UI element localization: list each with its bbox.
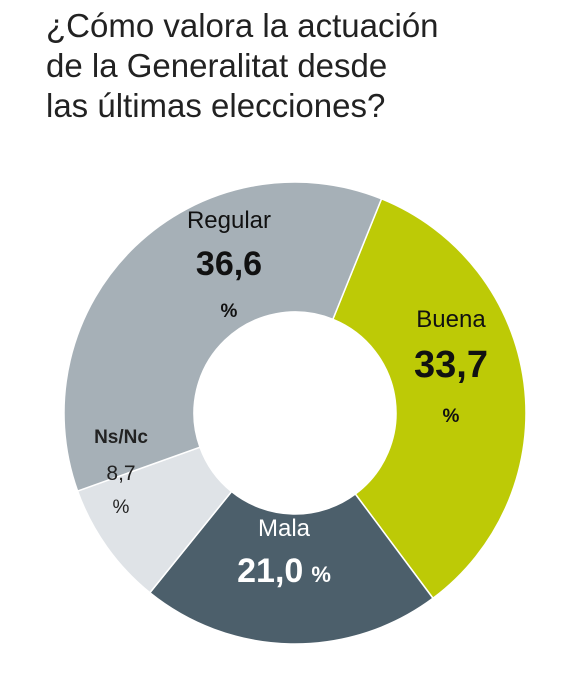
donut-slice-buena — [331, 197, 527, 600]
slice-label-buena: Buena — [416, 306, 486, 333]
slice-label-ns-nc: Ns/Nc — [94, 427, 148, 448]
chart-title-line-2: de la Generalitat desde — [46, 47, 388, 84]
donut-slices — [63, 181, 527, 645]
slice-unit-ns-nc: % — [113, 497, 130, 518]
slice-value-mala: 21,0% — [237, 552, 331, 590]
chart-title-line-3: las últimas elecciones? — [46, 87, 386, 124]
donut-slice-mala — [148, 490, 435, 645]
chart-title-line-1: ¿Cómo valora la actuación — [46, 7, 439, 44]
slice-label-mala: Mala — [258, 515, 311, 542]
slice-label-regular: Regular — [187, 207, 271, 234]
donut-slice-regular — [63, 181, 383, 493]
slice-value-buena: 33,7 — [414, 344, 488, 386]
slice-value-ns-nc: 8,7 — [106, 462, 135, 485]
slice-value-regular: 36,6 — [196, 245, 262, 283]
slice-unit-mala: % — [311, 562, 331, 587]
slice-unit-regular: % — [221, 301, 238, 322]
slice-unit-buena: % — [443, 406, 460, 427]
chart-title: ¿Cómo valora la actuación de la Generali… — [46, 6, 566, 126]
